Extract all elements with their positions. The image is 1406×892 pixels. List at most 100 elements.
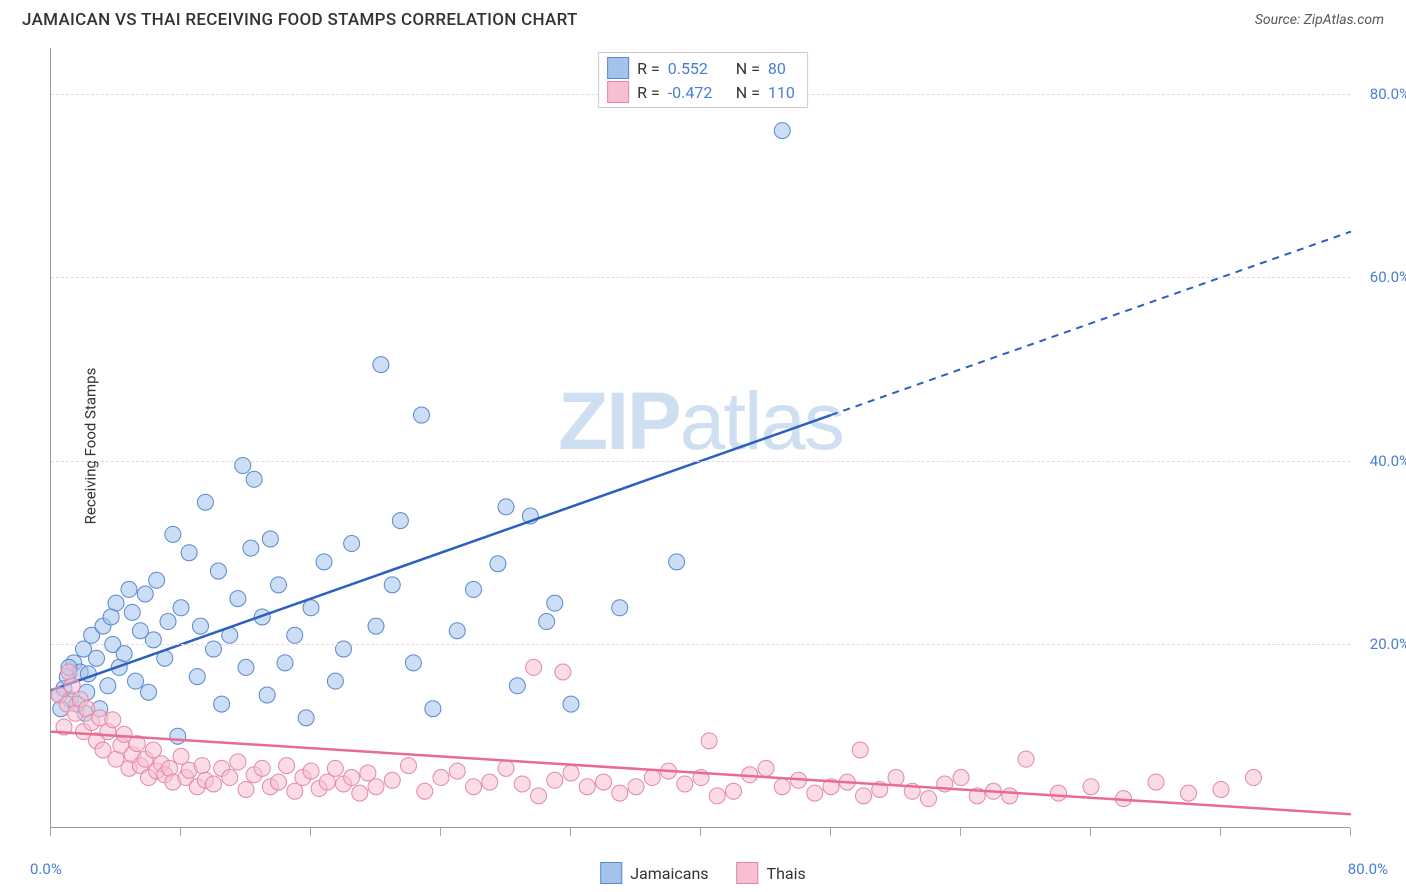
data-point bbox=[1213, 781, 1229, 797]
data-point bbox=[137, 586, 153, 602]
data-point bbox=[774, 779, 790, 795]
n-label: N = bbox=[736, 59, 760, 78]
data-point bbox=[852, 742, 868, 758]
data-point bbox=[555, 664, 571, 680]
data-point bbox=[336, 641, 352, 657]
data-point bbox=[121, 581, 137, 597]
data-point bbox=[344, 536, 360, 552]
legend-swatch bbox=[607, 57, 629, 79]
data-point bbox=[352, 785, 368, 801]
data-point bbox=[271, 577, 287, 593]
data-point bbox=[384, 772, 400, 788]
data-point bbox=[246, 471, 262, 487]
r-value: 0.552 bbox=[668, 59, 728, 78]
data-point bbox=[206, 776, 222, 792]
data-point bbox=[579, 779, 595, 795]
data-point bbox=[327, 673, 343, 689]
data-point bbox=[319, 774, 335, 790]
trend-line bbox=[51, 415, 831, 690]
x-axis-ticks bbox=[50, 834, 1350, 848]
data-point bbox=[677, 776, 693, 792]
data-point bbox=[210, 563, 226, 579]
data-point bbox=[539, 614, 555, 630]
x-axis-origin-label: 0.0% bbox=[30, 860, 62, 878]
legend-swatch bbox=[737, 862, 759, 884]
data-point bbox=[206, 641, 222, 657]
data-point bbox=[953, 770, 969, 786]
data-point bbox=[563, 696, 579, 712]
data-point bbox=[807, 785, 823, 801]
data-point bbox=[230, 591, 246, 607]
data-point bbox=[235, 458, 251, 474]
data-point bbox=[466, 779, 482, 795]
data-point bbox=[758, 760, 774, 776]
data-point bbox=[482, 774, 498, 790]
data-point bbox=[277, 655, 293, 671]
n-value: 80 bbox=[768, 59, 786, 78]
data-point bbox=[128, 673, 144, 689]
r-label: R = bbox=[637, 83, 660, 102]
data-point bbox=[103, 609, 119, 625]
data-point bbox=[238, 659, 254, 675]
data-point bbox=[888, 770, 904, 786]
legend-stat-row: R = -0.472 N = 110 bbox=[607, 81, 795, 103]
gridline bbox=[51, 277, 1350, 278]
data-point bbox=[1018, 751, 1034, 767]
data-point bbox=[149, 572, 165, 588]
data-point bbox=[100, 678, 116, 694]
data-point bbox=[644, 770, 660, 786]
data-point bbox=[360, 765, 376, 781]
trend-line-extrapolated bbox=[831, 232, 1351, 416]
data-point bbox=[1246, 770, 1262, 786]
data-point bbox=[197, 494, 213, 510]
data-point bbox=[392, 513, 408, 529]
data-point bbox=[1002, 788, 1018, 804]
legend-item: Thais bbox=[737, 862, 806, 884]
data-point bbox=[181, 545, 197, 561]
y-tick-label: 20.0% bbox=[1370, 635, 1406, 653]
data-point bbox=[563, 765, 579, 781]
data-point bbox=[417, 783, 433, 799]
n-value: 110 bbox=[768, 83, 795, 102]
data-point bbox=[425, 701, 441, 717]
data-point bbox=[145, 632, 161, 648]
data-point bbox=[298, 710, 314, 726]
data-point bbox=[596, 774, 612, 790]
data-point bbox=[1148, 774, 1164, 790]
gridline bbox=[51, 461, 1350, 462]
data-point bbox=[193, 618, 209, 634]
data-point bbox=[1051, 785, 1067, 801]
legend-stat-row: R = 0.552 N = 80 bbox=[607, 57, 795, 79]
data-point bbox=[921, 791, 937, 807]
data-point bbox=[327, 760, 343, 776]
data-point bbox=[368, 618, 384, 634]
data-point bbox=[628, 779, 644, 795]
source-attribution: Source: ZipAtlas.com bbox=[1255, 12, 1384, 28]
data-point bbox=[165, 526, 181, 542]
data-point bbox=[433, 770, 449, 786]
data-point bbox=[303, 600, 319, 616]
data-point bbox=[368, 779, 384, 795]
data-point bbox=[116, 646, 132, 662]
data-point bbox=[254, 760, 270, 776]
data-point bbox=[141, 684, 157, 700]
r-value: -0.472 bbox=[668, 83, 728, 102]
data-point bbox=[531, 788, 547, 804]
data-point bbox=[105, 712, 121, 728]
data-point bbox=[526, 659, 542, 675]
scatter-plot-svg bbox=[51, 48, 1350, 827]
data-point bbox=[124, 604, 140, 620]
data-point bbox=[303, 763, 319, 779]
legend-item: Jamaicans bbox=[600, 862, 708, 884]
data-point bbox=[405, 655, 421, 671]
data-point bbox=[726, 783, 742, 799]
legend-swatch bbox=[607, 81, 629, 103]
data-point bbox=[449, 763, 465, 779]
data-point bbox=[414, 407, 430, 423]
data-point bbox=[316, 554, 332, 570]
data-point bbox=[547, 595, 563, 611]
data-point bbox=[145, 742, 161, 758]
legend-label: Thais bbox=[767, 864, 806, 883]
data-point bbox=[490, 556, 506, 572]
data-point bbox=[89, 650, 105, 666]
